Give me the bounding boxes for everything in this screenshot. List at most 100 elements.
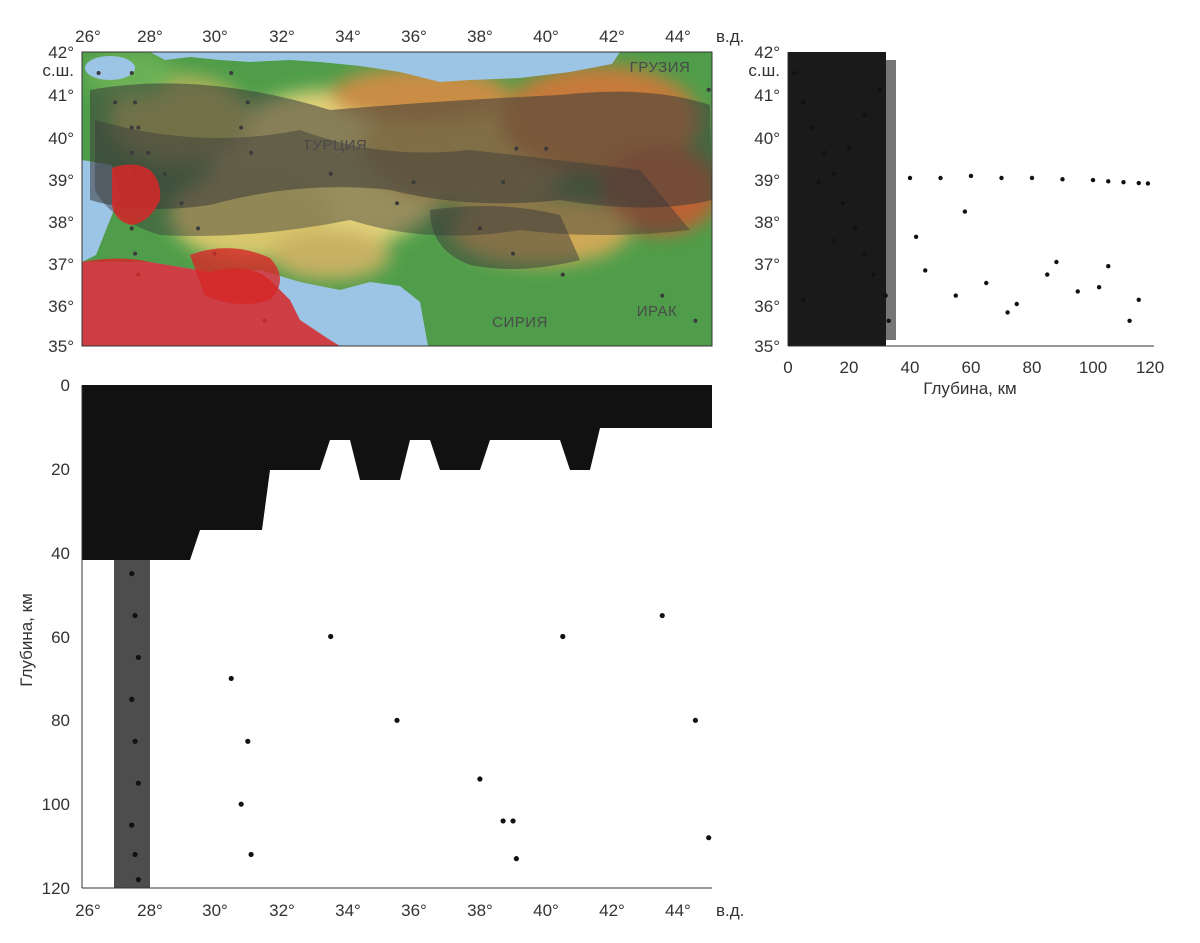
event-point bbox=[862, 112, 867, 118]
event-point bbox=[510, 818, 516, 824]
event-point bbox=[877, 87, 882, 93]
event-point bbox=[129, 822, 135, 828]
event-point bbox=[1029, 175, 1035, 181]
lat-depth-x-tick: 100 bbox=[1079, 358, 1107, 377]
event-point bbox=[135, 877, 141, 883]
event-point bbox=[543, 424, 549, 430]
black-sea bbox=[150, 52, 620, 82]
lon-depth-plot-area bbox=[82, 385, 712, 888]
event-point bbox=[95, 424, 102, 430]
lon-depth-y-tick: 100 bbox=[42, 795, 70, 814]
lat-depth-y-tick: 39° bbox=[754, 171, 780, 190]
map-event-point bbox=[328, 171, 333, 176]
map-event-point bbox=[706, 87, 711, 92]
event-point bbox=[822, 150, 827, 155]
map-event-point bbox=[133, 100, 138, 105]
map-lon-tick: 32° bbox=[269, 27, 295, 46]
map-event-point bbox=[96, 71, 101, 75]
map-event-point bbox=[395, 201, 399, 206]
lon-depth-x-tick: 38° bbox=[467, 901, 493, 920]
event-point bbox=[871, 272, 876, 277]
map-event-point bbox=[544, 146, 549, 151]
seismic-event-clouds bbox=[90, 83, 712, 269]
map-lat-tick: 36° bbox=[48, 297, 74, 316]
map-lon-ticks: 26° 28° 30° 32° 34° 36° 38° 40° 42° 44° … bbox=[75, 27, 744, 46]
map-panel: ТУРЦИЯ ГРУЗИЯ СИРИЯ ИРАК 26° 28° 30° 32°… bbox=[42, 27, 744, 356]
event-point bbox=[228, 675, 234, 682]
lat-depth-x-tick: 120 bbox=[1136, 358, 1164, 377]
event-point bbox=[886, 318, 891, 323]
event-point bbox=[129, 571, 135, 577]
map-event-point bbox=[162, 171, 167, 176]
event-point bbox=[129, 696, 135, 702]
map-lat-tick: 39° bbox=[48, 171, 74, 190]
lat-depth-x-ticks: 0 20 40 60 80 100 120 bbox=[783, 358, 1164, 377]
map-event-point bbox=[477, 226, 482, 231]
lat-depth-lat-unit: с.ш. bbox=[748, 61, 780, 80]
map-lat-ticks: 42° с.ш. 41° 40° 39° 38° 37° 36° 35° bbox=[42, 43, 74, 356]
event-point bbox=[816, 180, 821, 185]
map-terrain bbox=[82, 52, 712, 346]
event-point bbox=[513, 856, 519, 862]
country-label-georgia: ГРУЗИЯ bbox=[630, 59, 691, 76]
event-point bbox=[261, 441, 267, 447]
map-event-point bbox=[514, 146, 519, 151]
event-point bbox=[145, 487, 151, 493]
map-red-events bbox=[82, 164, 340, 346]
lon-depth-lon-unit: в.д. bbox=[716, 901, 744, 920]
event-point bbox=[132, 612, 138, 619]
event-point bbox=[953, 293, 958, 298]
event-point bbox=[883, 293, 888, 298]
event-point bbox=[238, 801, 244, 807]
event-point bbox=[248, 851, 254, 858]
lat-depth-y-tick: 41° bbox=[754, 86, 780, 105]
lat-depth-y-tick: 42° bbox=[754, 43, 780, 62]
event-point bbox=[1096, 285, 1102, 290]
event-point bbox=[1090, 177, 1096, 183]
event-point bbox=[477, 776, 483, 782]
event-point bbox=[923, 268, 928, 273]
lon-depth-x-tick: 32° bbox=[269, 901, 295, 920]
event-point bbox=[862, 251, 867, 256]
lon-depth-x-tick: 26° bbox=[75, 901, 101, 920]
lat-depth-plot-area bbox=[788, 52, 1154, 346]
event-point bbox=[162, 508, 168, 514]
map-lon-unit: в.д. bbox=[716, 27, 744, 46]
map-lon-tick: 42° bbox=[599, 27, 625, 46]
map-event-point bbox=[511, 251, 516, 256]
map-event-point bbox=[129, 150, 134, 155]
event-point bbox=[1145, 181, 1151, 186]
map-lat-tick: 38° bbox=[48, 213, 74, 232]
map-event-point bbox=[146, 150, 151, 155]
event-point bbox=[1136, 180, 1141, 186]
event-point bbox=[394, 717, 400, 723]
map-event-point bbox=[229, 71, 234, 75]
map-lon-tick: 40° bbox=[533, 27, 559, 46]
lat-depth-events bbox=[791, 70, 1151, 323]
map-lon-tick: 44° bbox=[665, 27, 691, 46]
lon-depth-x-tick: 36° bbox=[401, 901, 427, 920]
country-label-syria: СИРИЯ bbox=[492, 314, 548, 331]
map-event-point bbox=[560, 272, 565, 277]
event-point bbox=[212, 457, 218, 464]
event-point bbox=[1106, 264, 1111, 269]
map-lat-unit: с.ш. bbox=[42, 61, 74, 80]
lat-depth-y-tick: 40° bbox=[754, 129, 780, 148]
map-lon-tick: 26° bbox=[75, 27, 101, 46]
event-point bbox=[132, 851, 138, 858]
event-point bbox=[1127, 318, 1132, 323]
event-point bbox=[1045, 272, 1050, 277]
event-point bbox=[178, 415, 185, 422]
map-lon-tick: 30° bbox=[202, 27, 228, 46]
map-event-point bbox=[501, 180, 506, 185]
map-lon-tick: 36° bbox=[401, 27, 427, 46]
lon-depth-y-tick: 60 bbox=[51, 628, 70, 647]
map-lon-tick: 38° bbox=[467, 27, 493, 46]
map-frame bbox=[81, 51, 713, 347]
lon-depth-x-tick: 34° bbox=[335, 901, 361, 920]
event-point bbox=[328, 633, 334, 640]
event-point bbox=[560, 633, 566, 640]
event-point bbox=[791, 70, 797, 76]
event-point bbox=[907, 175, 913, 181]
lon-depth-x-tick: 28° bbox=[137, 901, 163, 920]
